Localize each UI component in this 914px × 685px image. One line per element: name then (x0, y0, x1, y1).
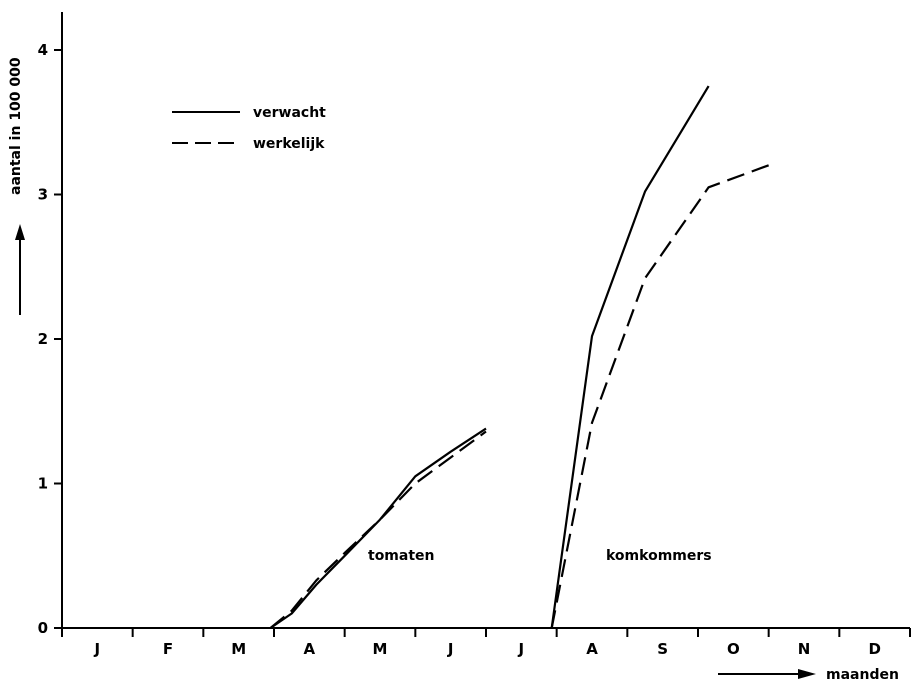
series-line-tomaten-werkelijk (269, 430, 487, 629)
series-line-komkommers-verwacht (550, 85, 710, 629)
legend-label-werkelijk: werkelijk (253, 136, 325, 152)
axes (54, 12, 911, 637)
y-tick-label: 3 (38, 186, 48, 204)
y-axis-title: aantal in 100 000 (8, 57, 24, 195)
legend-label-verwacht: verwacht (253, 105, 326, 121)
series-lines (269, 85, 777, 629)
y-tick-label: 4 (38, 41, 48, 59)
annotation-komkommers: komkommers (606, 548, 712, 564)
x-tick-label: J (518, 640, 525, 658)
x-tick-label: F (163, 640, 173, 658)
x-tick-label: J (94, 640, 101, 658)
annotation-tomaten: tomaten (368, 548, 435, 564)
legend: verwacht werkelijk (172, 105, 326, 152)
x-tick-label: M (373, 640, 388, 658)
tick-labels: 0 1 2 3 4 J F M A M J J A S O N D (38, 41, 881, 658)
x-axis-label: maanden (718, 667, 899, 683)
x-tick-label: N (798, 640, 811, 658)
x-tick-label: D (868, 640, 880, 658)
series-line-tomaten-verwacht (269, 427, 487, 629)
series-line-komkommers-werkelijk (550, 161, 777, 629)
y-axis-arrow-head (15, 224, 25, 240)
x-tick-label: O (727, 640, 740, 658)
x-axis-title: maanden (826, 667, 899, 683)
y-tick-label: 1 (38, 475, 48, 493)
y-tick-label: 0 (38, 619, 48, 637)
x-axis-arrow-head (798, 669, 816, 679)
x-tick-label: A (586, 640, 598, 658)
x-tick-label: S (657, 640, 668, 658)
x-tick-label: A (304, 640, 316, 658)
y-axis-label: aantal in 100 000 (8, 57, 25, 315)
x-tick-label: M (231, 640, 246, 658)
x-tick-label: J (447, 640, 454, 658)
y-tick-label: 2 (38, 330, 48, 348)
